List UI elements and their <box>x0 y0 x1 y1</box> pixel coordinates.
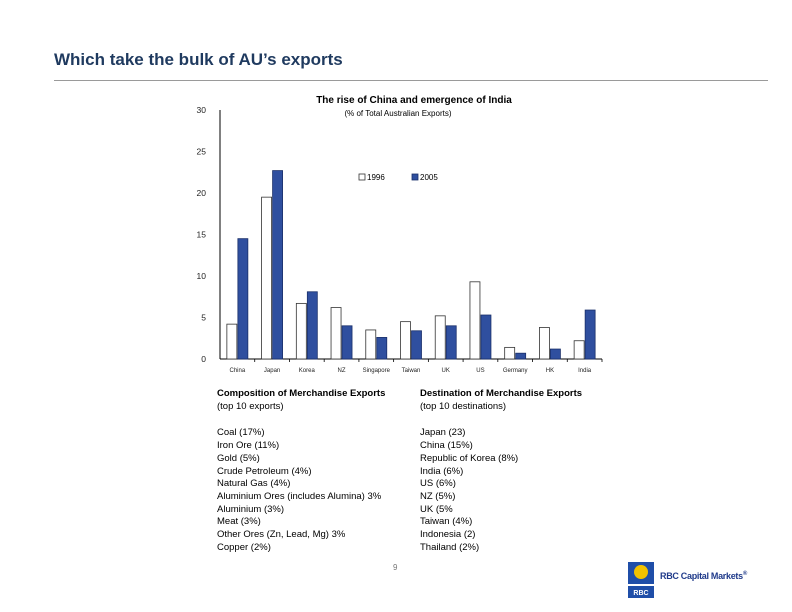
bar-2005-korea <box>306 291 318 360</box>
destination-title: Destination of Merchandise Exports <box>420 388 583 399</box>
rbc-shield-icon: RBC <box>628 562 654 598</box>
bar-1996-korea <box>295 302 307 360</box>
y-tick-label: 25 <box>197 147 207 157</box>
destination-item: China (15%) <box>420 440 473 452</box>
title-divider <box>54 80 768 81</box>
logo-text: RBC Capital Markets® <box>660 571 747 581</box>
bar-1996-china <box>226 323 238 360</box>
bar-chart: The rise of China and emergence of India… <box>197 95 603 374</box>
composition-item: Other Ores (Zn, Lead, Mg) 3% <box>217 529 346 541</box>
composition-item: Iron Ore (11%) <box>217 440 280 452</box>
composition-item: Aluminium Ores (includes Alumina) 3% <box>217 490 382 502</box>
bar-1996-us <box>469 281 481 360</box>
bar-2005-hk <box>550 348 561 360</box>
destination-item: NZ (5%) <box>420 490 456 502</box>
y-tick-label: 10 <box>197 271 207 281</box>
composition-title: Composition of Merchandise Exports <box>217 388 386 399</box>
page-title: Which take the bulk of AU’s exports <box>54 50 343 69</box>
rbc-logo: RBC RBC Capital Markets® <box>626 560 776 600</box>
x-tick-label: Germany <box>503 368 528 374</box>
bar-2005-japan <box>272 170 283 360</box>
bar-2005-nz <box>341 325 353 360</box>
composition-panel: Composition of Merchandise Exports (top … <box>217 388 385 554</box>
bar-1996-taiwan <box>400 321 411 360</box>
y-tick-label: 0 <box>201 354 206 364</box>
bar-1996-hk <box>539 327 550 360</box>
composition-item: Crude Petroleum (4%) <box>217 465 312 477</box>
bar-2005-germany <box>515 352 527 360</box>
chart-title: The rise of China and emergence of India <box>316 95 512 106</box>
bar-2005-china <box>237 238 249 360</box>
bar-1996-singapore <box>365 329 377 360</box>
bar-1996-germany <box>504 346 516 360</box>
bar-2005-india <box>584 309 596 360</box>
logo-name: RBC Capital Markets <box>660 571 743 581</box>
composition-subtitle: (top 10 exports) <box>217 400 284 412</box>
destination-panel: Destination of Merchandise Exports (top … <box>420 388 582 554</box>
destination-subtitle: (top 10 destinations) <box>420 400 507 412</box>
y-tick-label: 30 <box>197 105 207 115</box>
bar-2005-singapore <box>376 337 388 360</box>
destination-item: Japan (23) <box>420 427 466 439</box>
destination-item: US (6%) <box>420 478 456 490</box>
composition-item: Gold (5%) <box>217 452 260 464</box>
composition-item: Meat (3%) <box>217 516 261 528</box>
y-tick-label: 20 <box>197 188 207 198</box>
destination-item: India (6%) <box>420 465 464 477</box>
destination-item: Thailand (2%) <box>420 541 480 553</box>
bar-1996-nz <box>330 307 342 360</box>
composition-item: Aluminium (3%) <box>217 503 285 515</box>
destination-item: Indonesia (2) <box>420 529 476 541</box>
legend-swatch-2005 <box>411 173 419 181</box>
legend-label-1996: 1996 <box>367 173 385 182</box>
x-tick-label: Japan <box>264 368 280 374</box>
x-tick-label: China <box>230 368 246 374</box>
y-tick-label: 15 <box>197 230 207 240</box>
bar-2005-taiwan <box>411 330 422 360</box>
logo-mark-text: RBC <box>633 590 648 597</box>
logo-trademark: ® <box>742 571 747 577</box>
composition-item: Natural Gas (4%) <box>217 478 291 490</box>
legend-label-2005: 2005 <box>420 173 438 182</box>
bar-1996-japan <box>261 196 272 360</box>
destination-item: Republic of Korea (8%) <box>420 452 519 464</box>
x-tick-label: NZ <box>338 368 346 374</box>
chart-subtitle: (% of Total Australian Exports) <box>344 109 451 118</box>
bar-1996-uk <box>434 315 446 360</box>
x-tick-label: Singapore <box>363 368 391 374</box>
bar-2005-us <box>480 314 492 360</box>
destination-item: Taiwan (4%) <box>420 516 473 528</box>
x-tick-label: HK <box>546 368 554 374</box>
x-tick-label: UK <box>442 368 450 374</box>
x-tick-label: US <box>476 368 484 374</box>
x-tick-label: Korea <box>299 368 316 374</box>
composition-item: Coal (17%) <box>217 427 265 439</box>
composition-item: Copper (2%) <box>217 541 271 553</box>
bar-1996-india <box>573 340 585 360</box>
x-tick-label: Taiwan <box>402 368 421 374</box>
y-tick-label: 5 <box>201 313 206 323</box>
page-number: 9 <box>393 563 398 572</box>
x-tick-label: India <box>578 368 592 374</box>
legend-swatch-1996 <box>358 173 366 181</box>
bar-2005-uk <box>445 325 457 360</box>
destination-item: UK (5% <box>420 503 453 515</box>
